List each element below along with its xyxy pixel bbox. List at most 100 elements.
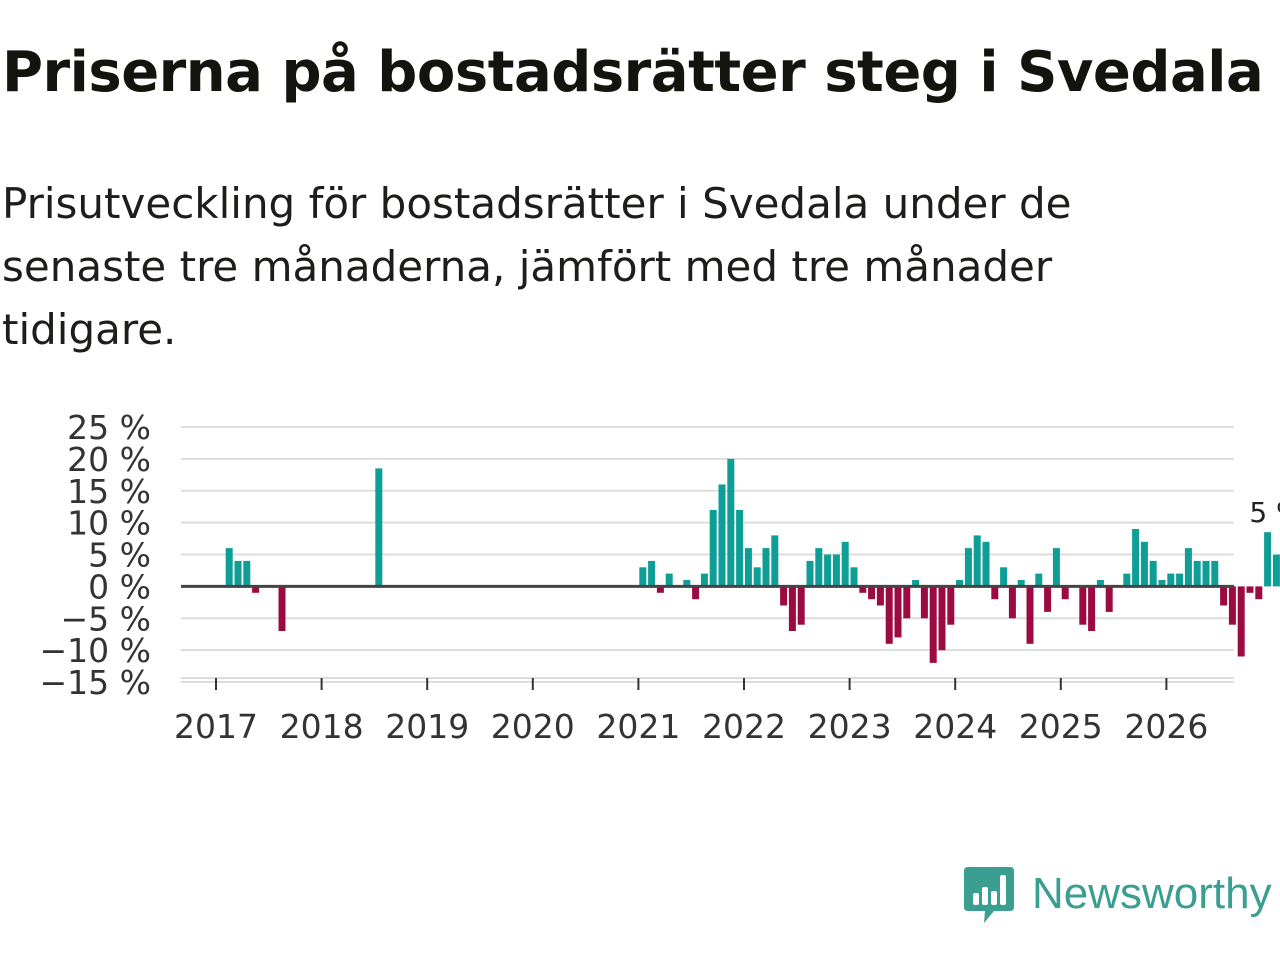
data-bar — [1052, 548, 1060, 587]
data-bar — [278, 586, 286, 631]
x-tick-label: 2020 — [491, 707, 575, 746]
newsworthy-logo: Newsworthy — [964, 862, 1272, 926]
annotations: 5 % — [1249, 496, 1280, 529]
data-bar — [1061, 586, 1069, 600]
data-bar — [718, 484, 726, 587]
data-bar — [938, 586, 946, 651]
data-bar — [885, 586, 893, 644]
data-bar — [1264, 532, 1272, 587]
y-axis-labels: 25 %20 %15 %10 %5 %0 %−5 %−10 %−15 % — [40, 408, 152, 702]
data-bar — [744, 548, 752, 587]
data-bar — [665, 573, 673, 587]
data-bar — [1149, 560, 1157, 587]
x-tick-label: 2018 — [280, 707, 364, 746]
data-bar — [832, 554, 840, 587]
data-bar — [797, 586, 805, 625]
data-bar — [234, 560, 242, 587]
data-bar — [1017, 580, 1025, 587]
x-tick-label: 2021 — [596, 707, 680, 746]
data-bar — [876, 586, 884, 606]
y-tick-label: 0 % — [88, 567, 151, 606]
data-bar — [762, 548, 770, 587]
x-tick-label: 2024 — [913, 707, 997, 746]
data-bar — [252, 586, 260, 593]
data-bar — [850, 567, 858, 587]
newsworthy-logo-icon — [964, 867, 1014, 923]
chart-subtitle: Prisutveckling för bostadsrätter i Sveda… — [2, 179, 1072, 354]
data-bar — [1255, 586, 1263, 600]
data-bar — [912, 580, 920, 587]
data-bar — [815, 548, 823, 587]
data-bar — [1272, 554, 1280, 587]
data-bar — [1140, 541, 1148, 587]
data-bar — [683, 580, 691, 587]
data-bar — [1105, 586, 1113, 612]
data-bar — [1096, 580, 1104, 587]
grid-lines — [181, 426, 1234, 683]
data-bar — [1246, 586, 1254, 593]
data-bar — [1026, 586, 1034, 644]
data-bar — [841, 541, 849, 587]
x-tick-label: 2019 — [385, 707, 469, 746]
data-bar — [806, 560, 814, 587]
data-bar — [1237, 586, 1245, 657]
chart-title: Priserna på bostadsrätter steg i Svedala — [2, 40, 1264, 105]
data-bar — [692, 586, 700, 600]
data-bar — [1088, 586, 1096, 631]
x-tick-label: 2026 — [1124, 707, 1208, 746]
data-bar — [709, 509, 717, 587]
data-bar — [964, 548, 972, 587]
data-bar — [894, 586, 902, 638]
data-bar — [736, 509, 744, 587]
data-bar — [1008, 586, 1016, 619]
y-tick-label: 15 % — [67, 472, 151, 511]
data-bar — [1044, 586, 1052, 612]
y-tick-label: −10 % — [40, 631, 152, 670]
data-bar — [1202, 560, 1210, 587]
data-bar — [639, 567, 647, 587]
data-bar — [1123, 573, 1131, 587]
data-bar — [656, 586, 664, 593]
data-bar — [1228, 586, 1236, 625]
data-bar — [1193, 560, 1201, 587]
data-bar — [727, 458, 735, 587]
data-bar — [225, 548, 233, 587]
data-bar — [771, 535, 779, 587]
data-bar — [1211, 560, 1219, 587]
y-tick-label: 10 % — [67, 504, 151, 543]
data-bar — [920, 586, 928, 619]
data-bar — [1000, 567, 1008, 587]
data-bar — [991, 586, 999, 600]
data-bar — [903, 586, 911, 619]
data-bar — [788, 586, 796, 631]
data-bar — [1167, 573, 1175, 587]
data-bar — [824, 554, 832, 587]
y-tick-label: −5 % — [61, 599, 152, 638]
data-bar — [780, 586, 788, 606]
data-bar — [1132, 529, 1140, 587]
data-bar — [1176, 573, 1184, 587]
data-bar — [947, 586, 955, 625]
y-tick-label: 25 % — [67, 408, 151, 447]
data-bar — [973, 535, 981, 587]
bars — [225, 458, 1280, 663]
bar-chart: 25 %20 %15 %10 %5 %0 %−5 %−10 %−15 % 201… — [40, 408, 1280, 746]
data-bar — [868, 586, 876, 600]
data-bar — [929, 586, 937, 663]
x-tick-label: 2025 — [1019, 707, 1103, 746]
data-bar — [1158, 580, 1166, 587]
x-tick-label: 2023 — [808, 707, 892, 746]
data-bar — [956, 580, 964, 587]
data-bar — [1184, 548, 1192, 587]
last-value-label: 5 % — [1249, 496, 1280, 529]
data-bar — [859, 586, 867, 593]
x-axis: 2017 2018 2019 2020 2021 2022 2023 2024 2025 2026 — [174, 677, 1234, 746]
data-bar — [1035, 573, 1043, 587]
data-bar — [982, 541, 990, 587]
x-tick-label: 2022 — [702, 707, 786, 746]
data-bar — [700, 573, 708, 587]
data-bar — [375, 468, 383, 587]
data-bar — [648, 560, 656, 587]
y-tick-label: −15 % — [40, 663, 152, 702]
x-tick-label: 2017 — [174, 707, 258, 746]
